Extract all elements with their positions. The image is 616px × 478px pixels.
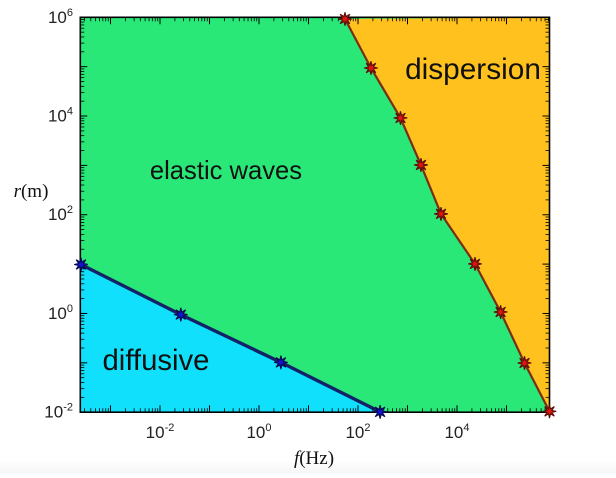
svg-text:10-2: 10-2 <box>146 422 175 442</box>
svg-text:102: 102 <box>48 204 73 224</box>
svg-text:100: 100 <box>48 303 73 323</box>
svg-text:104: 104 <box>444 422 469 442</box>
svg-text:elastic waves: elastic waves <box>150 157 302 185</box>
svg-text:10-2: 10-2 <box>44 402 73 422</box>
svg-text:106: 106 <box>48 7 73 27</box>
svg-text:f(Hz): f(Hz) <box>294 448 334 469</box>
svg-text:100: 100 <box>246 422 271 442</box>
svg-text:dispersion: dispersion <box>405 53 541 86</box>
svg-text:diffusive: diffusive <box>103 344 210 377</box>
svg-text:102: 102 <box>345 422 370 442</box>
svg-text:104: 104 <box>48 106 73 126</box>
svg-text:r(m): r(m) <box>14 181 49 202</box>
